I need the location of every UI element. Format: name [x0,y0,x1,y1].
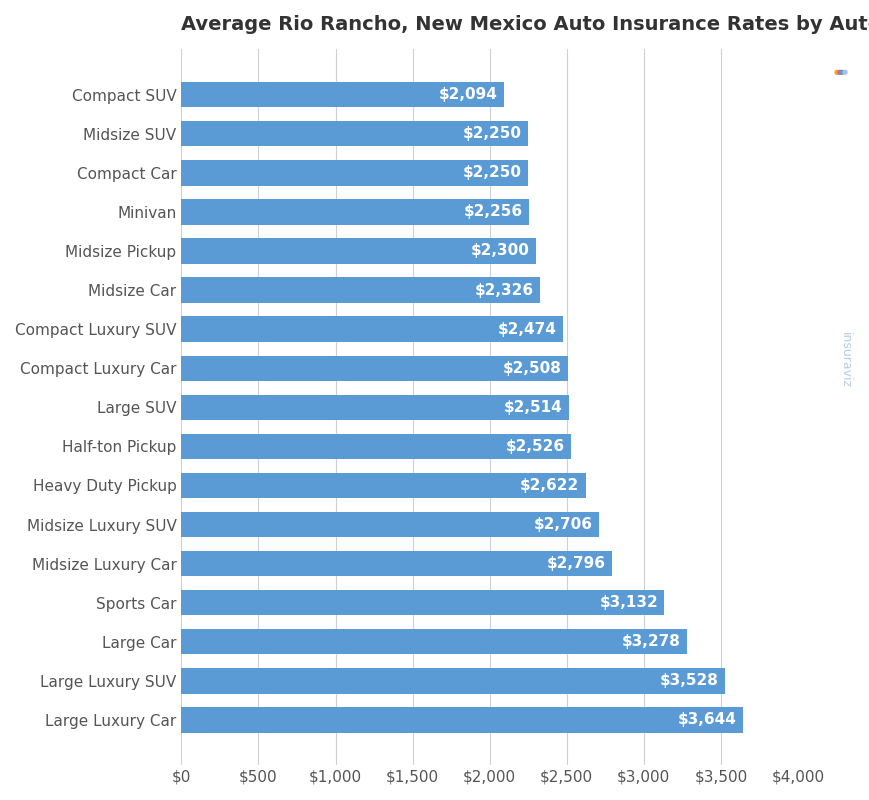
Bar [181,551,612,576]
Text: ●: ● [838,69,845,75]
Text: $2,514: $2,514 [503,400,562,414]
Bar [181,121,527,146]
Bar [181,434,570,459]
Text: $3,132: $3,132 [599,595,657,610]
Text: ●: ● [833,69,839,75]
Text: $2,300: $2,300 [470,243,529,258]
Text: $2,796: $2,796 [547,556,606,571]
Text: $2,474: $2,474 [497,322,556,337]
Text: $2,508: $2,508 [502,361,561,376]
Text: $2,622: $2,622 [520,478,579,493]
Bar [181,590,663,615]
Bar [181,473,585,498]
Text: $2,526: $2,526 [505,439,564,454]
Bar [181,512,598,538]
Text: $3,278: $3,278 [621,634,680,650]
Bar [181,199,528,225]
Bar [181,238,535,264]
Text: $2,094: $2,094 [439,87,497,102]
Bar [181,707,742,733]
Bar [181,160,527,186]
Text: $2,250: $2,250 [462,126,521,142]
Bar [181,668,725,694]
Text: $3,528: $3,528 [660,674,719,688]
Text: $3,644: $3,644 [677,713,736,727]
Text: $2,706: $2,706 [533,517,592,532]
Text: ●: ● [835,69,842,75]
Text: $2,256: $2,256 [463,205,522,219]
Bar [181,317,562,342]
Text: $2,250: $2,250 [462,166,521,180]
Bar [181,278,540,302]
Bar [181,394,568,420]
Text: $2,326: $2,326 [474,282,534,298]
Bar [181,82,504,107]
Text: Average Rio Rancho, New Mexico Auto Insurance Rates by Automotive Segment: Average Rio Rancho, New Mexico Auto Insu… [181,15,869,34]
Text: insuraviz: insuraviz [839,332,851,388]
Bar [181,629,686,654]
Text: ●: ● [840,69,847,75]
Bar [181,355,567,381]
